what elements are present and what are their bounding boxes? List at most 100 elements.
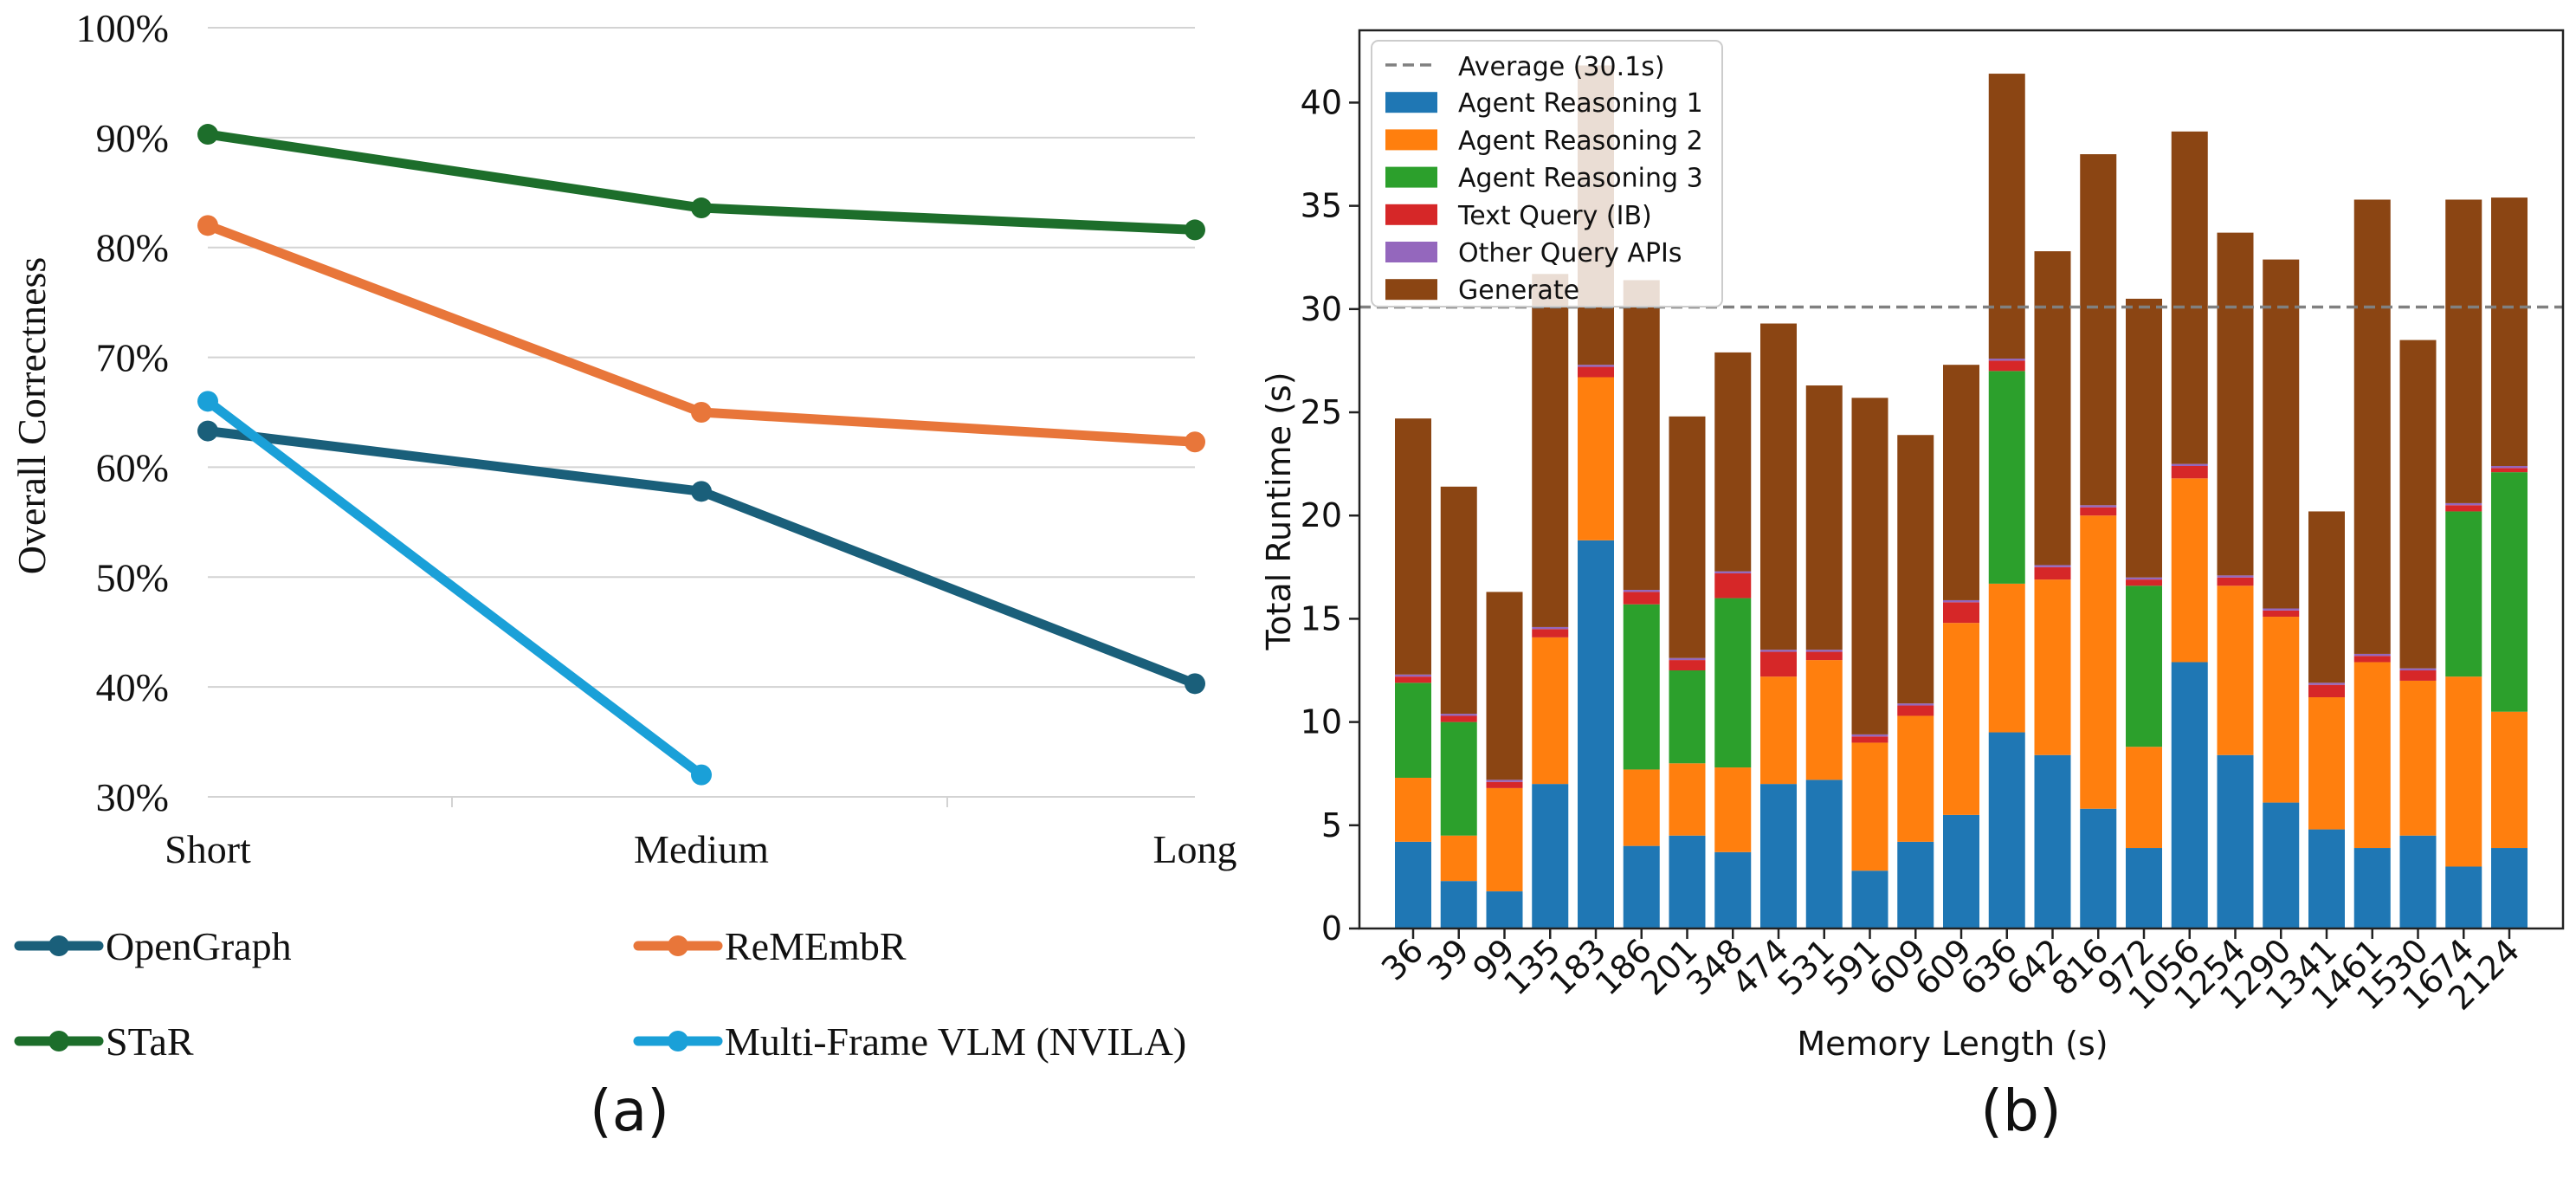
a-legend-label: Multi-Frame VLM (NVILA) bbox=[725, 1019, 1186, 1064]
b-legend-entry: Agent Reasoning 3 bbox=[1385, 164, 1703, 194]
a-y-axis-label: Overall Correctness bbox=[10, 257, 54, 575]
b-bar-segment-agent-reasoning-1 bbox=[1395, 841, 1431, 928]
a-legend-label: OpenGraph bbox=[106, 924, 292, 968]
a-x-tick-label: Long bbox=[1152, 827, 1236, 871]
a-panel-label: (a) bbox=[590, 1077, 669, 1144]
b-bar-stack-135 bbox=[1532, 274, 1569, 928]
b-bar-segment-other-query-apis bbox=[2308, 683, 2345, 685]
a-data-point bbox=[691, 197, 712, 219]
b-bar-segment-agent-reasoning-2 bbox=[1805, 660, 1843, 780]
b-bar-segment-agent-reasoning-2 bbox=[1943, 623, 1979, 815]
a-data-point bbox=[1185, 431, 1205, 453]
a-legend-label: STaR bbox=[106, 1019, 194, 1064]
b-bar-segment-text-query-ib- bbox=[1805, 651, 1843, 661]
b-bar-segment-agent-reasoning-1 bbox=[1623, 845, 1660, 928]
b-bar-segment-agent-reasoning-3 bbox=[1988, 371, 2025, 584]
b-bar-segment-text-query-ib- bbox=[2491, 468, 2528, 473]
b-legend-entry: Text Query (IB) bbox=[1385, 201, 1652, 231]
a-data-point bbox=[197, 420, 218, 442]
b-bar-segment-agent-reasoning-2 bbox=[1440, 835, 1477, 882]
b-bar-stack-186 bbox=[1623, 280, 1660, 928]
b-bar-segment-agent-reasoning-1 bbox=[1988, 732, 2025, 928]
b-bar-segment-agent-reasoning-2 bbox=[1988, 583, 2025, 733]
b-bar-segment-agent-reasoning-1 bbox=[2080, 808, 2117, 928]
b-bar-segment-text-query-ib- bbox=[1943, 602, 1979, 624]
b-bar-segment-generate bbox=[1805, 385, 1843, 650]
b-y-tick-label: 15 bbox=[1301, 599, 1342, 637]
b-bar-segment-text-query-ib- bbox=[1897, 705, 1934, 716]
a-legend: OpenGraph ReMEmbR STaR Multi-Frame VLM (NVI… bbox=[14, 924, 1186, 1064]
a-y-tick-label: 100% bbox=[76, 6, 169, 50]
b-bar-segment-agent-reasoning-3 bbox=[1714, 598, 1752, 768]
b-bar-segment-agent-reasoning-1 bbox=[1805, 780, 1843, 928]
b-bar-stack-1530 bbox=[2399, 340, 2437, 928]
b-y-ticks: 0 5 10 15 20 25 30 35 40 bbox=[1301, 83, 1359, 948]
b-bar-segment-generate bbox=[2308, 511, 2345, 683]
b-bar-segment-text-query-ib- bbox=[2080, 507, 2117, 516]
a-legend-swatch-marker bbox=[48, 935, 69, 956]
b-y-tick-label: 0 bbox=[1321, 909, 1342, 948]
b-bar-segment-generate bbox=[2171, 131, 2208, 464]
b-bar-segment-text-query-ib- bbox=[2308, 684, 2345, 698]
b-legend-label: Agent Reasoning 2 bbox=[1458, 126, 1703, 156]
b-bar-segment-generate bbox=[2491, 197, 2528, 467]
b-bar-segment-agent-reasoning-1 bbox=[2445, 866, 2482, 928]
b-bar-segment-other-query-apis bbox=[1578, 365, 1614, 367]
b-legend-label: Agent Reasoning 3 bbox=[1458, 164, 1703, 194]
b-bar-segment-text-query-ib- bbox=[1623, 592, 1660, 605]
b-legend-swatch bbox=[1385, 166, 1437, 188]
b-bar-segment-generate bbox=[2263, 259, 2300, 609]
b-bar-stack-348 bbox=[1714, 352, 1752, 928]
b-bar-segment-generate bbox=[1714, 352, 1752, 572]
b-bar-segment-text-query-ib- bbox=[1578, 366, 1614, 378]
b-bar-segment-agent-reasoning-1 bbox=[1486, 891, 1523, 928]
b-bar-segment-text-query-ib- bbox=[2217, 577, 2254, 586]
b-bar-stack-2124 bbox=[2491, 197, 2528, 928]
b-bar-segment-agent-reasoning-3 bbox=[2126, 586, 2162, 747]
b-bar-segment-agent-reasoning-2 bbox=[2217, 586, 2254, 755]
b-bar-segment-agent-reasoning-2 bbox=[2171, 478, 2208, 663]
b-bar-segment-generate bbox=[2353, 199, 2391, 654]
b-bar-stack-1056 bbox=[2171, 131, 2208, 928]
b-bar-segment-generate bbox=[1623, 280, 1660, 591]
b-bar-segment-agent-reasoning-1 bbox=[1532, 784, 1569, 928]
b-legend-label: Average (30.1s) bbox=[1458, 52, 1665, 82]
a-y-tick-label: 30% bbox=[96, 775, 169, 819]
b-x-axis-label: Memory Length (s) bbox=[1797, 1025, 2108, 1063]
b-bar-segment-other-query-apis bbox=[1486, 780, 1523, 782]
a-series-lines bbox=[197, 124, 1205, 786]
b-bar-segment-other-query-apis bbox=[1805, 650, 1843, 652]
b-bar-segment-other-query-apis bbox=[2353, 653, 2391, 657]
b-legend-entry: Agent Reasoning 1 bbox=[1385, 88, 1703, 119]
b-bar-segment-agent-reasoning-2 bbox=[1851, 742, 1888, 871]
b-legend-swatch bbox=[1385, 129, 1437, 151]
b-bar-segment-agent-reasoning-2 bbox=[2353, 662, 2391, 849]
b-bar-segment-generate bbox=[1943, 365, 1979, 600]
b-y-tick-label: 10 bbox=[1301, 703, 1342, 741]
b-bar-segment-text-query-ib- bbox=[2034, 566, 2071, 580]
b-bar-stack-201 bbox=[1669, 416, 1706, 928]
b-y-tick-label: 20 bbox=[1301, 496, 1342, 534]
b-bar-segment-generate bbox=[2080, 154, 2117, 506]
b-bar-segment-agent-reasoning-2 bbox=[2491, 711, 2528, 849]
panel-a-line-chart: 30% 40% 50% 60% 70% 80% 90% 100% Short Medium Lon… bbox=[10, 6, 1237, 1144]
b-bar-segment-agent-reasoning-1 bbox=[2171, 662, 2208, 928]
a-x-tick-label: Short bbox=[165, 827, 251, 871]
b-legend-label: Other Query APIs bbox=[1458, 238, 1682, 269]
b-bar-segment-generate bbox=[1851, 398, 1888, 734]
b-bar-segment-other-query-apis bbox=[2034, 565, 2071, 567]
a-x-tick-label: Medium bbox=[634, 827, 769, 871]
b-panel-label: (b) bbox=[1980, 1077, 2061, 1144]
b-bar-segment-text-query-ib- bbox=[1395, 676, 1431, 683]
a-data-point bbox=[197, 215, 218, 236]
b-bar-segment-agent-reasoning-2 bbox=[1395, 777, 1431, 842]
b-bar-segment-agent-reasoning-1 bbox=[1851, 870, 1888, 928]
b-bar-segment-other-query-apis bbox=[2126, 577, 2162, 580]
b-bar-segment-agent-reasoning-2 bbox=[2080, 515, 2117, 809]
b-bar-segment-text-query-ib- bbox=[1440, 715, 1477, 722]
b-bar-segment-generate bbox=[1486, 592, 1523, 780]
b-bar-segment-agent-reasoning-1 bbox=[1943, 814, 1979, 928]
b-bar-stack-636 bbox=[1988, 74, 2025, 928]
b-bar-segment-generate bbox=[2034, 251, 2071, 566]
b-bar-segment-agent-reasoning-3 bbox=[2491, 472, 2528, 712]
